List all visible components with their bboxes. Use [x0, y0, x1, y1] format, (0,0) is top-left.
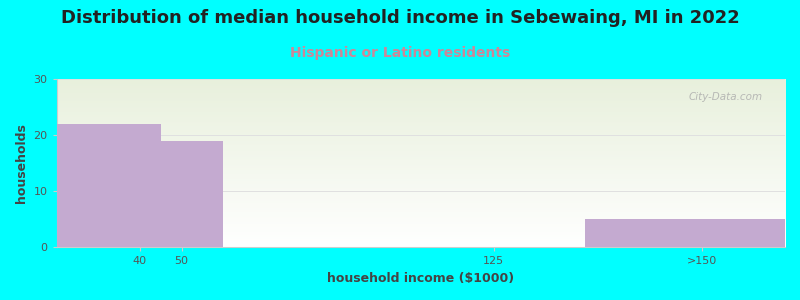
Bar [586, 219, 785, 247]
Y-axis label: households: households [15, 123, 28, 203]
Text: Distribution of median household income in Sebewaing, MI in 2022: Distribution of median household income … [61, 9, 739, 27]
Bar [57, 124, 161, 248]
Text: City-Data.com: City-Data.com [689, 92, 763, 103]
Text: Hispanic or Latino residents: Hispanic or Latino residents [290, 46, 510, 61]
X-axis label: household income ($1000): household income ($1000) [327, 272, 514, 285]
Bar [161, 141, 223, 248]
